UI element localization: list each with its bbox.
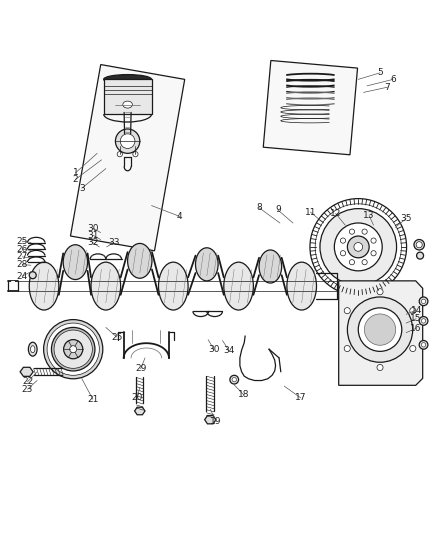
Ellipse shape <box>31 346 35 353</box>
Circle shape <box>347 297 413 362</box>
Polygon shape <box>20 367 33 376</box>
Circle shape <box>347 236 369 258</box>
Ellipse shape <box>91 262 120 310</box>
Circle shape <box>419 317 428 325</box>
Circle shape <box>54 330 92 368</box>
Text: 19: 19 <box>210 416 222 425</box>
Text: 30: 30 <box>208 345 219 354</box>
Circle shape <box>350 260 354 265</box>
Text: 32: 32 <box>87 238 99 247</box>
Text: 15: 15 <box>410 314 422 323</box>
Text: 12: 12 <box>330 209 341 218</box>
Text: 29: 29 <box>135 364 146 373</box>
Circle shape <box>419 341 428 349</box>
Circle shape <box>377 365 383 370</box>
Circle shape <box>410 308 416 314</box>
Ellipse shape <box>29 262 59 310</box>
Circle shape <box>354 243 363 251</box>
Text: 27: 27 <box>17 253 28 261</box>
Text: 14: 14 <box>410 305 422 314</box>
Polygon shape <box>263 60 357 155</box>
Polygon shape <box>339 281 423 385</box>
Text: 2: 2 <box>73 175 78 184</box>
Circle shape <box>320 208 396 285</box>
Ellipse shape <box>259 250 282 283</box>
Text: 21: 21 <box>87 395 99 403</box>
Text: 31: 31 <box>87 231 99 240</box>
Circle shape <box>64 340 83 359</box>
Text: 16: 16 <box>410 324 422 333</box>
Text: 34: 34 <box>223 345 234 354</box>
Text: 17: 17 <box>295 393 307 402</box>
Circle shape <box>51 327 95 371</box>
Circle shape <box>230 375 239 384</box>
Polygon shape <box>134 407 145 415</box>
Circle shape <box>70 346 77 353</box>
Ellipse shape <box>28 342 37 356</box>
Circle shape <box>344 308 350 314</box>
Text: 25: 25 <box>111 333 122 342</box>
Bar <box>104 79 152 114</box>
Circle shape <box>116 129 140 154</box>
Text: 28: 28 <box>17 260 28 269</box>
Text: 23: 23 <box>22 385 33 394</box>
Ellipse shape <box>63 245 88 279</box>
Text: 5: 5 <box>377 68 383 77</box>
Ellipse shape <box>104 75 152 84</box>
Text: 24: 24 <box>17 272 28 280</box>
Circle shape <box>344 345 350 352</box>
Ellipse shape <box>123 101 132 108</box>
Circle shape <box>120 134 135 149</box>
Circle shape <box>340 238 346 243</box>
Text: 13: 13 <box>364 211 375 220</box>
Text: 6: 6 <box>390 75 396 84</box>
Circle shape <box>362 260 367 265</box>
Circle shape <box>417 252 424 259</box>
Ellipse shape <box>159 262 188 310</box>
Circle shape <box>29 272 36 279</box>
Circle shape <box>377 289 383 295</box>
Circle shape <box>358 308 402 351</box>
Text: 3: 3 <box>79 184 85 192</box>
Ellipse shape <box>287 262 317 310</box>
Circle shape <box>362 229 367 234</box>
Circle shape <box>47 323 99 375</box>
Text: 7: 7 <box>385 83 390 92</box>
Circle shape <box>414 239 424 250</box>
Circle shape <box>421 319 426 323</box>
Text: 26: 26 <box>17 245 28 254</box>
Text: 18: 18 <box>238 390 250 399</box>
Circle shape <box>371 238 376 243</box>
Text: 25: 25 <box>17 237 28 246</box>
Circle shape <box>371 251 376 256</box>
Ellipse shape <box>224 262 253 310</box>
Polygon shape <box>71 64 185 251</box>
Circle shape <box>44 320 103 379</box>
Text: 35: 35 <box>400 214 412 223</box>
Circle shape <box>350 229 354 234</box>
Circle shape <box>364 314 396 345</box>
Ellipse shape <box>127 244 152 278</box>
Polygon shape <box>205 416 216 424</box>
Circle shape <box>421 343 426 347</box>
Text: 11: 11 <box>305 207 316 216</box>
Text: 20: 20 <box>131 393 143 402</box>
Text: 30: 30 <box>87 224 99 233</box>
Text: 4: 4 <box>177 212 183 221</box>
Circle shape <box>416 241 422 248</box>
Circle shape <box>232 377 237 382</box>
Circle shape <box>334 223 382 271</box>
Text: 33: 33 <box>108 238 120 247</box>
Circle shape <box>419 297 428 305</box>
Text: 8: 8 <box>256 203 262 212</box>
Text: 22: 22 <box>22 377 33 386</box>
Ellipse shape <box>195 248 218 281</box>
Circle shape <box>340 251 346 256</box>
Circle shape <box>421 299 426 303</box>
Text: 1: 1 <box>73 168 78 177</box>
Text: 9: 9 <box>275 205 281 214</box>
Circle shape <box>410 345 416 352</box>
